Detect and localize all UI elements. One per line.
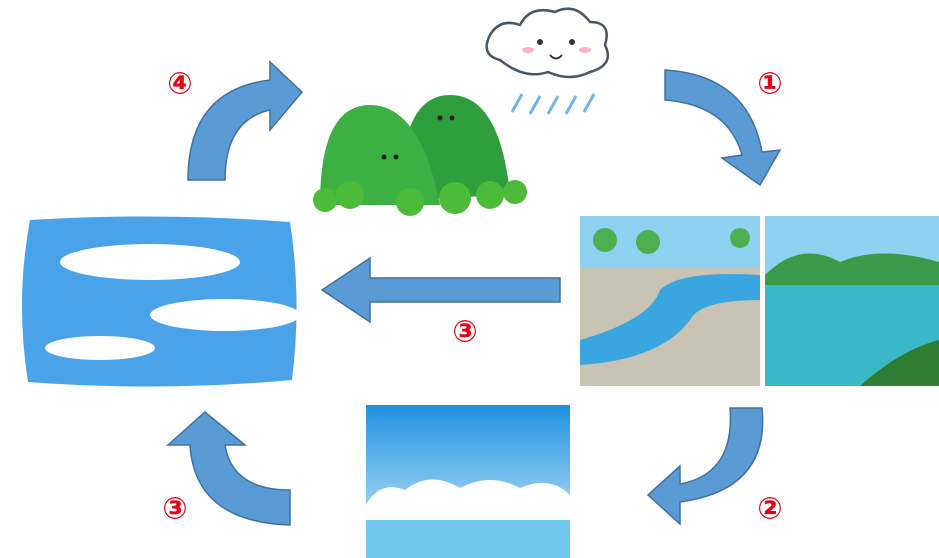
step-label: ③ [452, 315, 477, 350]
step-label: ④ [167, 67, 192, 102]
rain-cloud [487, 9, 608, 114]
sky-clouds [22, 216, 300, 386]
step-label: ① [757, 67, 782, 102]
step-label: ③ [162, 492, 187, 527]
lake-image [765, 216, 939, 386]
sea-image [366, 405, 570, 558]
arrow-4 [188, 62, 302, 180]
river-image [580, 216, 760, 386]
water-cycle-diagram: ① ② ③ ③ ④ [0, 0, 939, 558]
arrow-3-straight [322, 258, 560, 322]
step-label: ② [757, 492, 782, 527]
mountains [313, 95, 527, 216]
arrow-2 [648, 408, 763, 524]
